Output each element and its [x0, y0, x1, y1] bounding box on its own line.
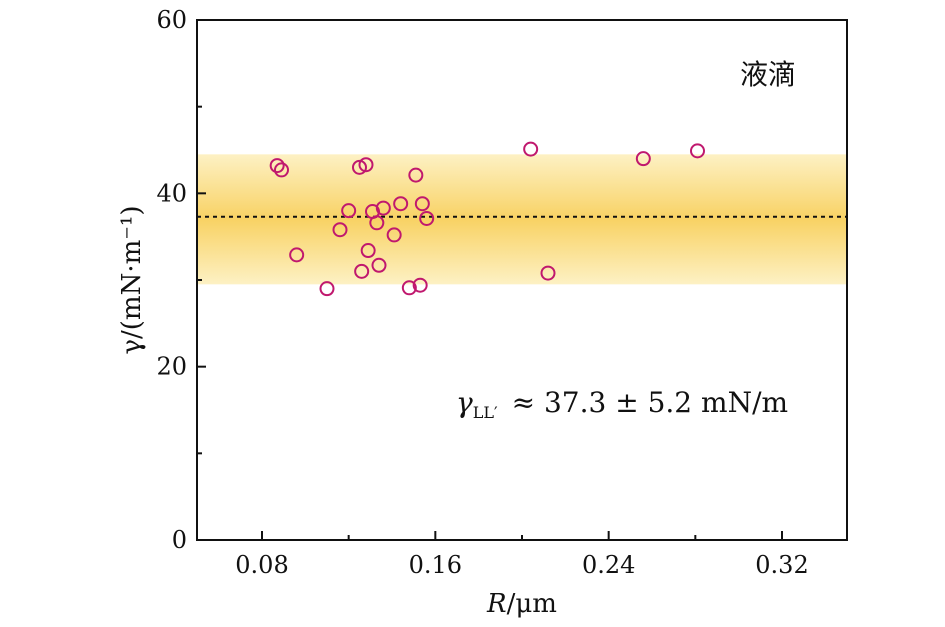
axis-tick-labels: 0.08 0.16 0.24 0.32 0 20 40 60 — [156, 6, 808, 579]
data-point — [386, 227, 402, 243]
y-tick-label: 0 — [172, 526, 187, 554]
gamma-subscript: LL′ — [473, 403, 498, 422]
data-point — [419, 210, 435, 226]
data-point — [319, 281, 335, 297]
data-point — [523, 141, 539, 157]
data-point — [289, 247, 305, 263]
gamma-symbol: γ — [456, 386, 473, 419]
data-point — [414, 196, 430, 212]
data-point — [358, 157, 374, 173]
data-point — [540, 265, 556, 281]
data-point — [401, 280, 417, 296]
y-tick-label: 20 — [156, 353, 187, 381]
data-point — [360, 243, 376, 259]
data-point — [332, 222, 348, 238]
x-tick-label: 0.16 — [409, 551, 462, 579]
x-tick-label: 0.32 — [755, 551, 808, 579]
data-point — [371, 257, 387, 273]
data-point — [354, 263, 370, 279]
data-point — [274, 162, 289, 178]
axis-ticks — [197, 19, 783, 541]
error-band — [197, 154, 847, 285]
data-point — [375, 200, 391, 216]
gamma-annotation: γLL′ ≈ 37.3 ± 5.2 mN/m — [456, 386, 788, 422]
x-axis-title: R/μm — [486, 589, 557, 619]
droplet-label: 液滴 — [740, 58, 796, 91]
y-tick-label: 60 — [156, 6, 187, 34]
x-tick-label: 0.08 — [235, 551, 288, 579]
x-tick-label: 0.24 — [582, 551, 635, 579]
data-point — [412, 277, 428, 293]
data-point — [635, 151, 651, 167]
data-point — [408, 167, 424, 183]
x-axis-var: R — [486, 589, 507, 619]
data-point — [690, 143, 705, 159]
gamma-value: ≈ 37.3 ± 5.2 mN/m — [512, 386, 788, 419]
x-axis-unit: /μm — [507, 589, 557, 619]
data-point — [269, 158, 285, 174]
y-axis-title: γ/(mN·m⁻¹) — [117, 205, 147, 354]
data-point — [393, 196, 409, 212]
data-point — [341, 203, 357, 219]
y-tick-label: 40 — [156, 179, 187, 207]
band-rect — [197, 154, 847, 285]
data-point — [369, 215, 385, 231]
data-points — [269, 141, 705, 297]
data-point — [352, 159, 367, 175]
